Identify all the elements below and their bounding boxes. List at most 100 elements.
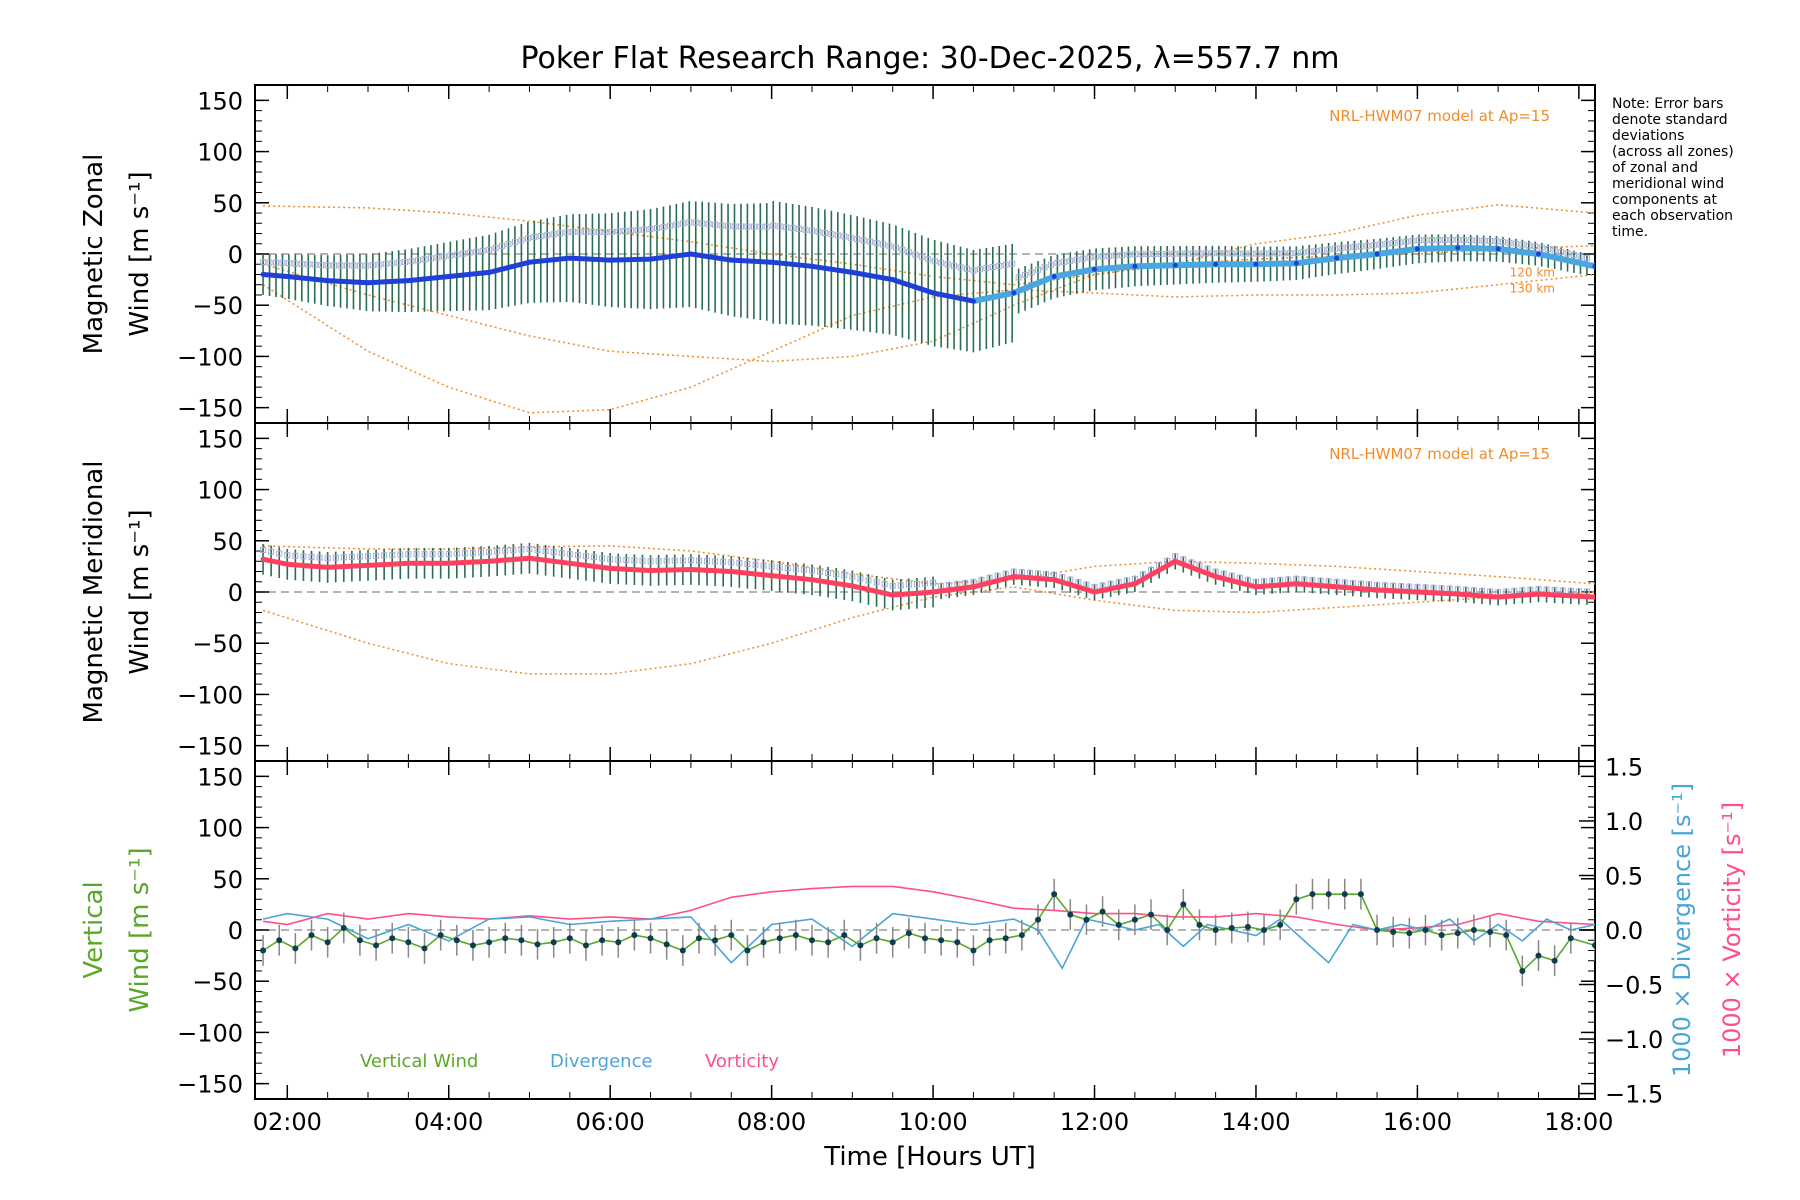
zone-sample [1125, 251, 1132, 258]
x-tick-label: 10:00 [898, 1108, 967, 1136]
zone-sample [615, 228, 622, 235]
wind-point [1293, 260, 1299, 266]
zone-sample [478, 549, 485, 556]
zone-sample [1028, 269, 1035, 276]
zone-sample [679, 220, 686, 227]
zone-sample [1035, 266, 1042, 273]
wind-point [486, 269, 492, 275]
zone-sample [591, 554, 598, 561]
zone-sample [1151, 250, 1158, 257]
zone-sample [602, 228, 609, 235]
zone-sample [996, 262, 1003, 269]
zone-sample [544, 232, 551, 239]
zone-sample [1493, 238, 1500, 245]
vertical-wind-point [695, 935, 702, 942]
y-tick-label: 100 [197, 477, 243, 505]
zone-sample [849, 573, 856, 580]
zone-sample [589, 228, 596, 235]
zone-sample [728, 559, 735, 566]
y-tick-label: 150 [197, 763, 243, 791]
zone-sample [841, 572, 848, 579]
wind-point [1535, 591, 1541, 597]
wind-point [1334, 255, 1340, 261]
zone-sample [712, 558, 719, 565]
wind-point [1414, 246, 1420, 252]
zone-sample [725, 223, 732, 230]
zone-sample [699, 220, 706, 227]
zone-sample [582, 553, 589, 560]
x-tick-label: 08:00 [737, 1108, 806, 1136]
wind-point [970, 584, 976, 590]
zone-sample [1306, 248, 1313, 255]
zone-sample [623, 557, 630, 564]
zone-sample [1093, 253, 1100, 260]
zone-sample [1112, 252, 1119, 259]
wind-point [607, 565, 613, 571]
zone-sample [1080, 255, 1087, 262]
zone-sample [1383, 240, 1390, 247]
zone-sample [340, 554, 347, 561]
zone-sample [931, 258, 938, 265]
zone-sample [1416, 237, 1423, 244]
zone-sample [1519, 241, 1526, 248]
zone-sample [1545, 246, 1552, 253]
vertical-wind-point [1083, 916, 1090, 923]
zone-sample [344, 262, 351, 269]
zone-sample [526, 545, 533, 552]
note-line: components at [1612, 192, 1718, 208]
zone-sample [582, 228, 589, 235]
zone-sample [437, 551, 444, 558]
wind-point [769, 259, 775, 265]
vertical-wind-point [437, 932, 444, 939]
vertical-wind-point [389, 935, 396, 942]
y-axis-label-line1: Magnetic Zonal [79, 154, 109, 355]
vertical-wind-point [1018, 932, 1025, 939]
zone-sample [1118, 252, 1125, 259]
note-line: denote standard [1612, 112, 1728, 128]
zone-sample [1538, 244, 1545, 251]
zone-sample [599, 555, 606, 562]
zone-sample [397, 551, 404, 558]
zone-sample [1202, 250, 1209, 257]
zone-sample [1571, 252, 1578, 259]
zone-sample [499, 242, 506, 249]
zone-sample [1390, 240, 1397, 247]
zone-sample [1448, 236, 1455, 243]
y2-tick-label: −1.5 [1605, 1081, 1663, 1109]
y-axis-label-line1: Vertical [79, 881, 109, 978]
zone-sample [687, 557, 694, 564]
x-tick-label: 16:00 [1383, 1108, 1452, 1136]
vertical-wind-point [1422, 927, 1429, 933]
vertical-wind-point [1341, 891, 1348, 898]
zone-sample [802, 226, 809, 233]
vertical-wind-point [469, 942, 476, 949]
vertical-wind-point [857, 942, 864, 949]
zone-sample [363, 262, 370, 269]
note-line: meridional wind [1612, 176, 1724, 192]
zone-sample [453, 550, 460, 557]
zone-sample [1325, 246, 1332, 253]
zone-sample [298, 260, 305, 267]
wind-point [1293, 581, 1299, 587]
x-tick-label: 12:00 [1060, 1108, 1129, 1136]
wind-point [284, 274, 290, 280]
zone-sample [776, 223, 783, 230]
zone-sample [260, 547, 267, 554]
zone-sample [1254, 250, 1261, 257]
zone-sample [1248, 250, 1255, 257]
zone-sample [1228, 250, 1235, 257]
zone-sample [750, 223, 757, 230]
zone-sample [1047, 261, 1054, 268]
zone-sample [1357, 243, 1364, 250]
vertical-wind-point [1212, 927, 1219, 933]
y-tick-label: 0 [228, 917, 243, 945]
zone-sample [1209, 250, 1216, 257]
vertical-wind-point [1309, 891, 1316, 898]
zone-sample [1583, 254, 1590, 261]
zone-sample [1487, 237, 1494, 244]
zone-sample [492, 244, 499, 251]
zone-sample [655, 558, 662, 565]
zone-sample [860, 237, 867, 244]
wind-point [526, 555, 532, 561]
wind-point [1592, 594, 1595, 600]
